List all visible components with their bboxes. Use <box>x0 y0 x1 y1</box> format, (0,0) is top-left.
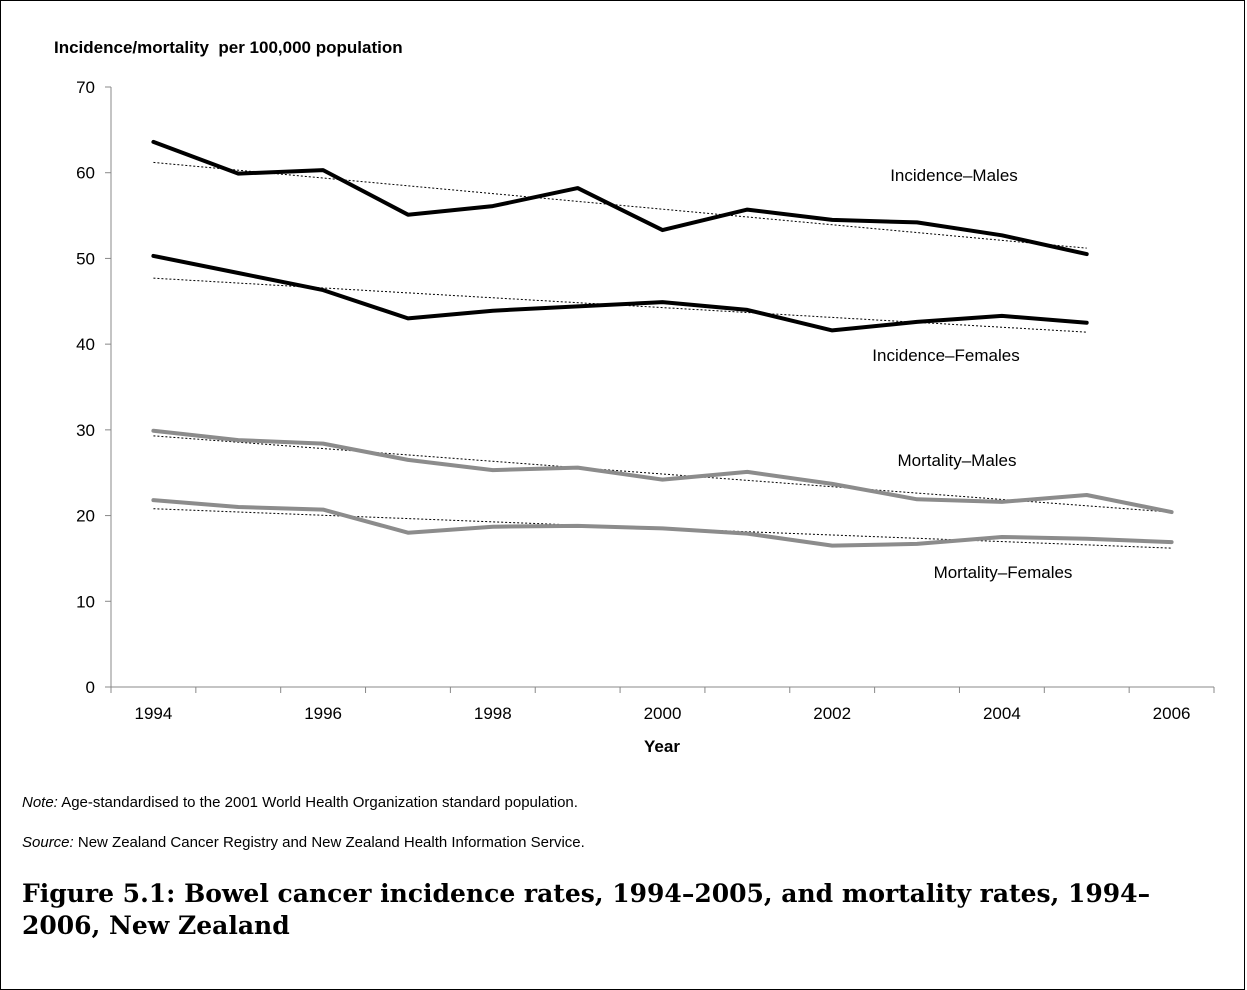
series-label: Incidence–Females <box>872 346 1019 365</box>
line-chart: Incidence/mortality per 100,000 populati… <box>54 38 1215 756</box>
series-labels: Incidence–Males Incidence–Females Mortalit… <box>872 166 1072 582</box>
x-tick-label: 2004 <box>983 704 1021 723</box>
series-line <box>151 139 1089 257</box>
y-axis-label: Incidence/mortality per 100,000 populati… <box>54 38 403 57</box>
chart-axes: 0 10 20 30 40 50 60 70 1994 1996 1998 2000 2002 2004 2… <box>76 78 1215 723</box>
series-line <box>151 498 1174 548</box>
series-line <box>151 428 1174 515</box>
source-text: Source: New Zealand Cancer Registry and … <box>22 834 585 851</box>
x-tick-label: 1994 <box>135 704 173 723</box>
x-tick-label: 1998 <box>474 704 512 723</box>
series-line <box>151 253 1089 333</box>
y-tick-label: 60 <box>76 164 95 183</box>
x-tick-label: 2002 <box>813 704 851 723</box>
series-lines <box>151 139 1174 548</box>
x-axis-label: Year <box>644 737 680 756</box>
y-tick-label: 50 <box>76 249 95 268</box>
y-tick-label: 30 <box>76 421 95 440</box>
x-tick-label: 2000 <box>644 704 682 723</box>
trend-line <box>153 161 1087 249</box>
figure-caption: Figure 5.1: Bowel cancer incidence rates… <box>22 879 1151 940</box>
x-tick-label: 1996 <box>304 704 342 723</box>
series-label: Mortality–Males <box>897 451 1016 470</box>
note-text: Note: Age-standardised to the 2001 World… <box>22 794 578 811</box>
series-label: Incidence–Males <box>890 166 1018 185</box>
series-label: Mortality–Females <box>934 563 1073 582</box>
y-tick-label: 0 <box>86 678 95 697</box>
y-tick-label: 70 <box>76 78 95 97</box>
y-tick-label: 40 <box>76 335 95 354</box>
x-tick-label: 2006 <box>1153 704 1191 723</box>
y-tick-label: 20 <box>76 507 95 526</box>
y-tick-label: 10 <box>76 592 95 611</box>
